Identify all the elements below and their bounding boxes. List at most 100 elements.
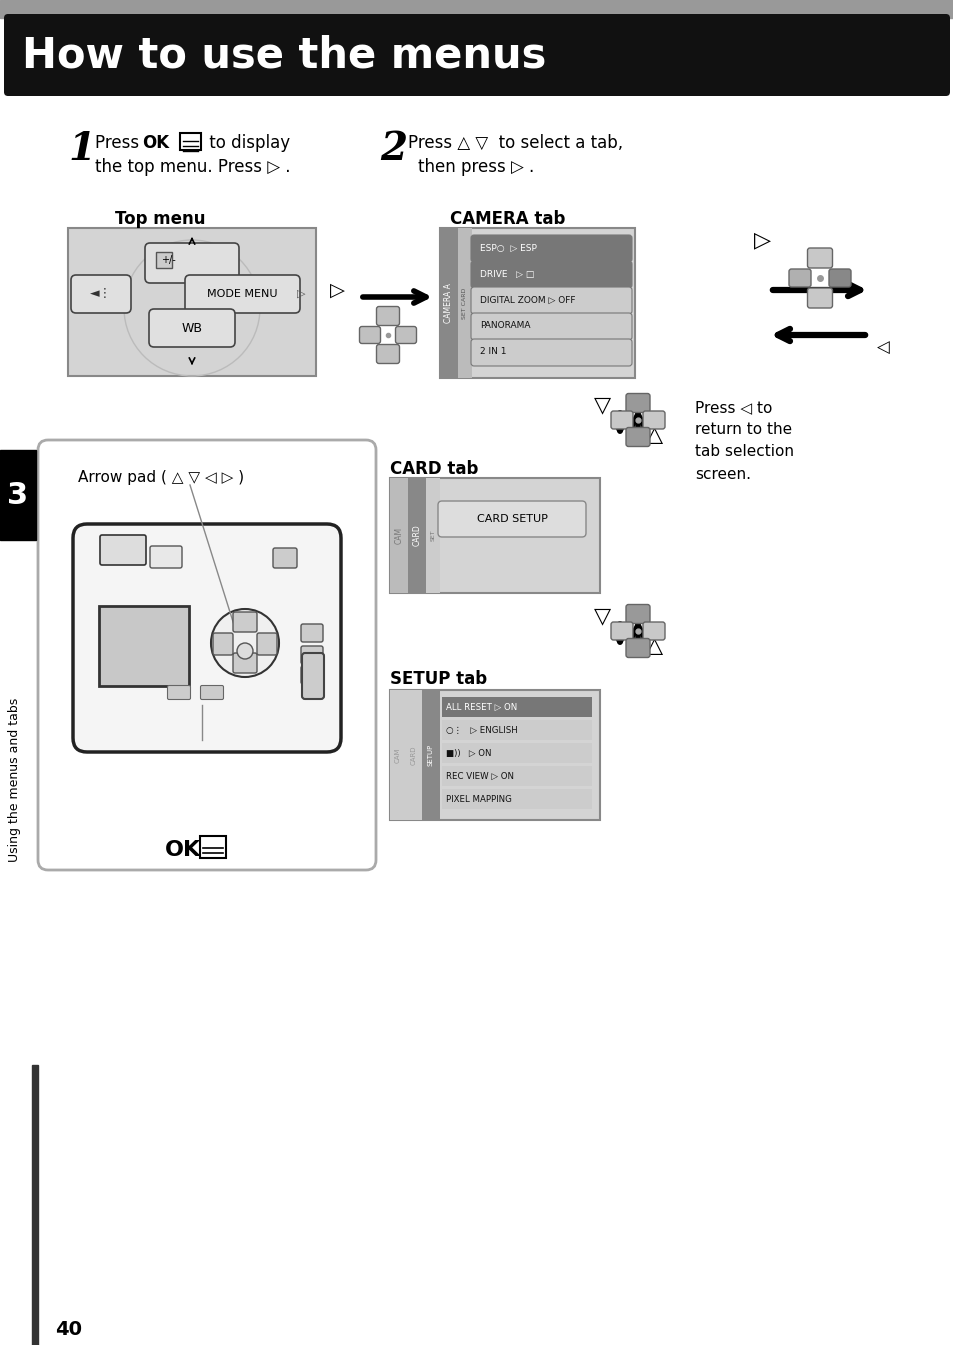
Bar — [426, 477, 439, 593]
Text: 1: 1 — [68, 130, 95, 168]
Text: PIXEL MAPPING: PIXEL MAPPING — [446, 795, 512, 803]
Bar — [68, 229, 315, 377]
Text: CARD: CARD — [412, 525, 421, 546]
Text: then press ▷ .: then press ▷ . — [417, 157, 534, 176]
Bar — [390, 690, 599, 820]
Text: Press: Press — [95, 134, 144, 152]
Bar — [441, 742, 592, 763]
Text: OK: OK — [165, 841, 201, 859]
Text: △: △ — [646, 425, 663, 445]
Bar — [0, 0, 953, 17]
Text: ▽: ▽ — [594, 395, 611, 416]
Text: 2: 2 — [379, 130, 407, 168]
Text: CAMERA A: CAMERA A — [444, 282, 453, 323]
Text: OK: OK — [142, 134, 169, 152]
Bar — [439, 229, 457, 378]
Bar — [421, 690, 439, 820]
Text: to display: to display — [204, 134, 290, 152]
Text: ◄⋮: ◄⋮ — [90, 288, 112, 300]
Bar — [441, 720, 592, 740]
FancyBboxPatch shape — [806, 288, 832, 308]
Text: SETUP: SETUP — [428, 744, 434, 767]
FancyBboxPatch shape — [471, 286, 631, 313]
FancyBboxPatch shape — [200, 686, 223, 699]
Bar — [457, 229, 472, 378]
FancyBboxPatch shape — [625, 428, 649, 447]
Text: SETUP tab: SETUP tab — [390, 670, 487, 689]
Text: Using the menus and tabs: Using the menus and tabs — [8, 698, 20, 862]
Bar — [439, 229, 635, 378]
Text: WB: WB — [181, 321, 202, 335]
FancyBboxPatch shape — [806, 247, 832, 268]
FancyBboxPatch shape — [642, 412, 664, 429]
Text: 3: 3 — [8, 480, 29, 510]
FancyBboxPatch shape — [71, 274, 131, 313]
Text: SET CARD: SET CARD — [462, 288, 467, 319]
Text: Press ◁ to
return to the
tab selection
screen.: Press ◁ to return to the tab selection s… — [695, 399, 793, 482]
Text: ○⋮   ▷ ENGLISH: ○⋮ ▷ ENGLISH — [446, 725, 517, 734]
Text: Press △ ▽  to select a tab,: Press △ ▽ to select a tab, — [408, 134, 622, 152]
FancyBboxPatch shape — [301, 666, 323, 685]
Circle shape — [211, 609, 278, 677]
Bar — [441, 767, 592, 785]
FancyBboxPatch shape — [301, 646, 323, 664]
FancyBboxPatch shape — [38, 440, 375, 870]
FancyBboxPatch shape — [625, 604, 649, 624]
Text: How to use the menus: How to use the menus — [22, 34, 546, 77]
FancyBboxPatch shape — [788, 269, 810, 286]
Text: △: △ — [646, 636, 663, 656]
Bar — [390, 690, 406, 820]
FancyBboxPatch shape — [100, 535, 146, 565]
Bar — [180, 133, 201, 151]
FancyBboxPatch shape — [233, 612, 256, 632]
FancyBboxPatch shape — [376, 307, 399, 325]
Text: 40: 40 — [55, 1319, 82, 1340]
FancyBboxPatch shape — [610, 621, 633, 640]
FancyBboxPatch shape — [471, 235, 631, 262]
Text: +/-: +/- — [160, 256, 175, 265]
Text: SET: SET — [430, 530, 435, 541]
FancyBboxPatch shape — [471, 313, 631, 340]
FancyBboxPatch shape — [625, 639, 649, 658]
FancyBboxPatch shape — [301, 624, 323, 642]
Text: ▷: ▷ — [753, 230, 770, 250]
Text: ▷: ▷ — [330, 281, 345, 300]
Text: Arrow pad ( △ ▽ ◁ ▷ ): Arrow pad ( △ ▽ ◁ ▷ ) — [78, 469, 244, 486]
FancyBboxPatch shape — [471, 339, 631, 366]
Text: CARD: CARD — [411, 745, 416, 765]
FancyBboxPatch shape — [273, 547, 296, 568]
Text: ▽: ▽ — [594, 607, 611, 625]
FancyBboxPatch shape — [471, 261, 631, 288]
Text: ESP○  ▷ ESP: ESP○ ▷ ESP — [479, 243, 537, 253]
Bar — [390, 477, 599, 593]
FancyBboxPatch shape — [168, 686, 191, 699]
Bar — [441, 697, 592, 717]
FancyBboxPatch shape — [359, 327, 380, 343]
Bar — [441, 790, 592, 808]
Text: ALL RESET ▷ ON: ALL RESET ▷ ON — [446, 702, 517, 712]
Text: ◁: ◁ — [876, 339, 889, 356]
Text: CAM: CAM — [395, 748, 400, 763]
FancyBboxPatch shape — [395, 327, 416, 343]
FancyBboxPatch shape — [73, 525, 340, 752]
Text: MODE MENU: MODE MENU — [207, 289, 277, 299]
Bar — [406, 690, 421, 820]
Text: ▷: ▷ — [296, 289, 305, 299]
Text: DRIVE   ▷ □: DRIVE ▷ □ — [479, 269, 534, 278]
Bar — [99, 607, 189, 686]
Text: the top menu. Press ▷ .: the top menu. Press ▷ . — [95, 157, 291, 176]
FancyBboxPatch shape — [149, 309, 234, 347]
FancyBboxPatch shape — [185, 274, 299, 313]
FancyBboxPatch shape — [828, 269, 850, 286]
FancyBboxPatch shape — [302, 654, 324, 699]
FancyBboxPatch shape — [150, 546, 182, 568]
FancyBboxPatch shape — [610, 412, 633, 429]
Text: CARD SETUP: CARD SETUP — [476, 514, 547, 525]
Bar — [390, 477, 408, 593]
Bar — [156, 252, 172, 268]
Text: CAMERA tab: CAMERA tab — [450, 210, 565, 229]
Bar — [32, 1065, 38, 1345]
FancyBboxPatch shape — [256, 633, 276, 655]
Text: ■))   ▷ ON: ■)) ▷ ON — [446, 749, 491, 757]
FancyBboxPatch shape — [642, 621, 664, 640]
